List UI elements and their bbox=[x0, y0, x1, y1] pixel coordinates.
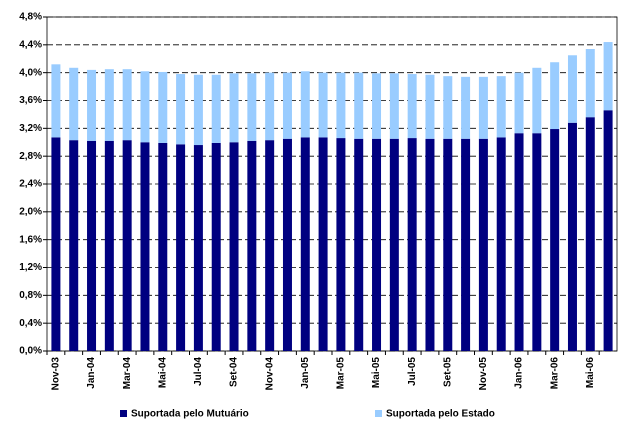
bar-segment bbox=[247, 140, 257, 351]
x-tick-label: Nov-05 bbox=[478, 357, 489, 391]
bar-segment bbox=[443, 76, 453, 139]
x-tick-label: Set-05 bbox=[442, 357, 453, 387]
legend-label: Suportada pelo Mutuário bbox=[131, 409, 249, 420]
x-tick-label: Mar-05 bbox=[336, 357, 347, 390]
y-tick-label: 2,8% bbox=[19, 151, 42, 162]
bar-segment bbox=[265, 140, 275, 351]
bar-segment bbox=[122, 140, 132, 351]
bar-segment bbox=[104, 69, 114, 141]
x-tick-label: Mar-04 bbox=[122, 357, 133, 390]
bar-segment bbox=[407, 138, 417, 351]
y-tick-label: 1,2% bbox=[19, 262, 42, 273]
bar-segment bbox=[229, 73, 239, 143]
bar-segment bbox=[265, 72, 275, 141]
bar-segment bbox=[461, 76, 471, 139]
bar-segment bbox=[140, 142, 150, 351]
bar-segment bbox=[51, 64, 61, 138]
bar-segment bbox=[211, 74, 221, 143]
bar-segment bbox=[318, 137, 328, 351]
bar-segment bbox=[478, 138, 488, 351]
bar-segment bbox=[336, 138, 346, 351]
y-tick-label: 4,0% bbox=[19, 67, 42, 78]
x-tick-label: Jul-05 bbox=[407, 357, 418, 386]
bar-segment bbox=[389, 138, 399, 351]
x-tick-label: Jul-04 bbox=[193, 357, 204, 386]
bar-segment bbox=[247, 73, 257, 141]
y-tick-label: 3,2% bbox=[19, 123, 42, 134]
x-tick-label: Mai-05 bbox=[371, 357, 382, 389]
bar-segment bbox=[193, 74, 203, 146]
bar-segment bbox=[407, 74, 417, 139]
legend-label: Suportada pelo Estado bbox=[386, 409, 495, 420]
bar-segment bbox=[122, 69, 132, 141]
bar-segment bbox=[585, 117, 595, 351]
x-tick-label: Mar-06 bbox=[549, 357, 560, 390]
bar-segment bbox=[158, 142, 168, 351]
bar-segment bbox=[478, 76, 488, 139]
bar-segment bbox=[282, 72, 292, 139]
x-tick-label: Mai-06 bbox=[585, 357, 596, 389]
bar-segment bbox=[372, 138, 382, 351]
y-tick-label: 2,0% bbox=[19, 206, 42, 217]
bar-segment bbox=[514, 72, 524, 134]
bar-segment bbox=[443, 138, 453, 351]
y-tick-label: 2,4% bbox=[19, 179, 42, 190]
y-tick-label: 0,0% bbox=[19, 346, 42, 357]
bar-segment bbox=[229, 142, 239, 351]
bar-segment bbox=[300, 71, 310, 138]
y-tick-label: 0,8% bbox=[19, 290, 42, 301]
bar-segment bbox=[461, 138, 471, 351]
legend-swatch bbox=[375, 410, 382, 417]
x-tick-label: Mai-04 bbox=[157, 357, 168, 389]
bar-segment bbox=[87, 69, 97, 141]
bar-segment bbox=[176, 74, 186, 145]
bar-segment bbox=[567, 122, 577, 352]
x-tick-label: Set-04 bbox=[229, 357, 240, 387]
bar-segment bbox=[158, 71, 168, 143]
bar-segment bbox=[140, 71, 150, 143]
bar-segment bbox=[69, 67, 79, 141]
bar-segment bbox=[354, 72, 364, 139]
y-tick-label: 1,6% bbox=[19, 234, 42, 245]
bar-segment bbox=[193, 145, 203, 351]
bar-segment bbox=[336, 72, 346, 139]
bar-segment bbox=[567, 55, 577, 123]
bar-segment bbox=[585, 49, 595, 118]
bar-segment bbox=[51, 137, 61, 351]
x-tick-label: Jan-04 bbox=[86, 357, 97, 389]
bar-segment bbox=[211, 142, 221, 351]
y-tick-label: 0,4% bbox=[19, 318, 42, 329]
bar-segment bbox=[532, 133, 542, 351]
bar-segment bbox=[372, 73, 382, 139]
bar-segment bbox=[104, 140, 114, 351]
bar-segment bbox=[514, 133, 524, 351]
x-tick-label: Jan-05 bbox=[300, 357, 311, 389]
bar-segment bbox=[282, 138, 292, 351]
x-tick-label: Jan-06 bbox=[514, 357, 525, 389]
bar-segment bbox=[532, 67, 542, 134]
bar-segment bbox=[389, 73, 399, 139]
y-tick-label: 4,4% bbox=[19, 39, 42, 50]
bar-segment bbox=[87, 140, 97, 351]
bar-segment bbox=[425, 74, 435, 139]
bar-segment bbox=[176, 144, 186, 351]
y-tick-label: 3,6% bbox=[19, 95, 42, 106]
bar-segment bbox=[550, 62, 560, 130]
x-tick-label: Nov-04 bbox=[264, 357, 275, 391]
x-tick-label: Nov-03 bbox=[51, 357, 62, 391]
y-tick-label: 4,8% bbox=[19, 12, 42, 23]
bar-segment bbox=[603, 110, 613, 351]
bar-segment bbox=[496, 76, 506, 138]
bar-segment bbox=[354, 138, 364, 351]
bar-segment bbox=[496, 137, 506, 351]
bar-segment bbox=[425, 138, 435, 351]
bar-segment bbox=[603, 42, 613, 111]
bar-segment bbox=[300, 137, 310, 351]
bar-segment bbox=[69, 140, 79, 351]
bar-segment bbox=[318, 72, 328, 138]
bar-segment bbox=[550, 129, 560, 351]
legend-swatch bbox=[120, 410, 127, 417]
